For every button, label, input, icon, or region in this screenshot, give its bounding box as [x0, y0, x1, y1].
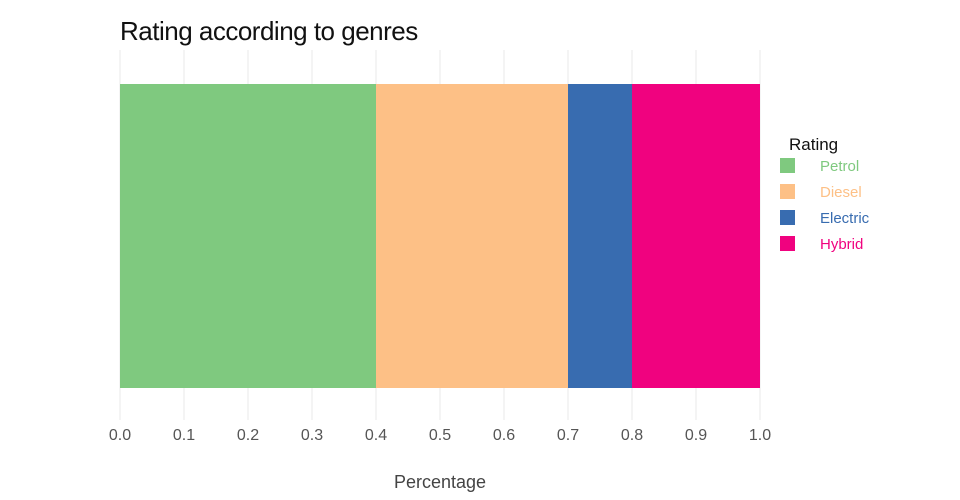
- legend-swatch-hybrid: [780, 236, 795, 251]
- x-tick-label: 0.0: [109, 427, 131, 444]
- legend-label-hybrid: Hybrid: [820, 236, 863, 253]
- bar-segment-diesel[interactable]: [376, 84, 568, 388]
- x-tick-label: 0.4: [365, 427, 387, 444]
- bar-segment-petrol[interactable]: [120, 84, 376, 388]
- bar-segment-hybrid[interactable]: [632, 84, 760, 388]
- x-tick-label: 1.0: [749, 427, 771, 444]
- bar-segment-electric[interactable]: [568, 84, 632, 388]
- legend-title: Rating: [789, 135, 838, 154]
- x-tick-label: 0.2: [237, 427, 259, 444]
- chart-title: Rating according to genres: [120, 16, 418, 46]
- legend-label-petrol: Petrol: [820, 158, 859, 175]
- x-tick-label: 0.1: [173, 427, 195, 444]
- legend-swatch-diesel: [780, 184, 795, 199]
- x-tick-label: 0.8: [621, 427, 643, 444]
- x-tick-label: 0.5: [429, 427, 451, 444]
- x-tick-labels: 0.0 0.1 0.2 0.3 0.4 0.5 0.6 0.7 0.8 0.9 1.0: [109, 427, 771, 444]
- x-tick-label: 0.9: [685, 427, 707, 444]
- legend-swatch-electric: [780, 210, 795, 225]
- legend-label-diesel: Diesel: [820, 184, 862, 201]
- bars-layer: [120, 84, 760, 388]
- x-tick-label: 0.6: [493, 427, 515, 444]
- legend-swatch-petrol: [780, 158, 795, 173]
- legend: Rating Petrol Diesel Electric Hybrid: [780, 135, 870, 253]
- x-tick-label: 0.3: [301, 427, 323, 444]
- x-tick-label: 0.7: [557, 427, 579, 444]
- legend-label-electric: Electric: [820, 210, 870, 227]
- x-axis-label: Percentage: [394, 472, 486, 492]
